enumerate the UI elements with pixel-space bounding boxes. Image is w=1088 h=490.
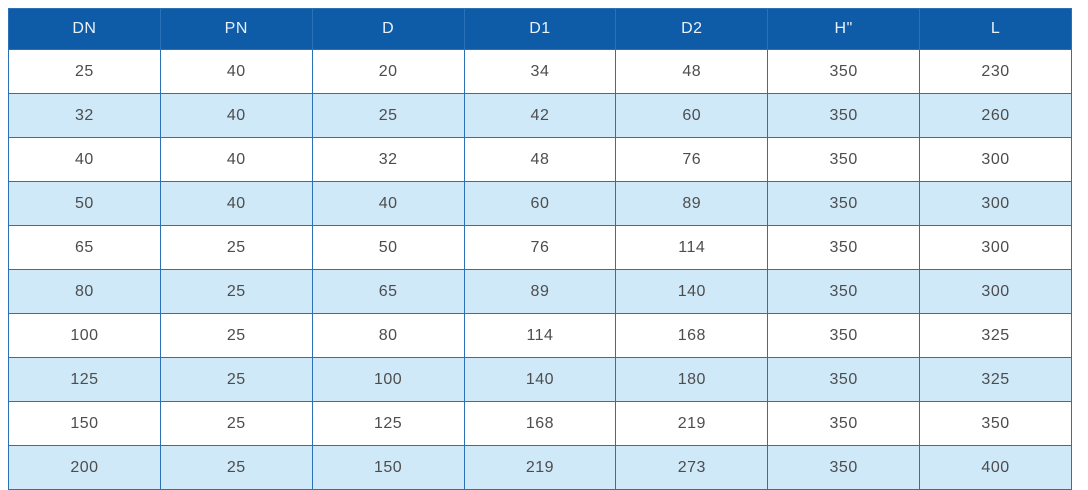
table-cell: 34 bbox=[463, 49, 617, 94]
table-cell: 300 bbox=[919, 269, 1072, 314]
table-cell: 25 bbox=[159, 269, 313, 314]
table-cell: 40 bbox=[8, 137, 161, 182]
table-cell: 60 bbox=[463, 181, 617, 226]
header-cell: D2 bbox=[615, 8, 769, 50]
table-cell: 65 bbox=[8, 225, 161, 270]
table-cell: 168 bbox=[615, 313, 769, 358]
table-cell: 48 bbox=[615, 49, 769, 94]
table-cell: 350 bbox=[767, 137, 921, 182]
table-cell: 114 bbox=[463, 313, 617, 358]
table-head: DN PN D D1 D2 H" L bbox=[8, 8, 1072, 50]
table-cell: 219 bbox=[463, 445, 617, 490]
table-cell: 350 bbox=[767, 401, 921, 446]
dimension-table: DN PN D D1 D2 H" L 25 40 20 34 48 350 230 32 40 25 42 60 3… bbox=[8, 8, 1072, 490]
table-cell: 60 bbox=[615, 93, 769, 138]
table-cell: 50 bbox=[8, 181, 161, 226]
table-cell: 350 bbox=[919, 401, 1072, 446]
table-cell: 32 bbox=[8, 93, 161, 138]
header-cell: D1 bbox=[463, 8, 617, 50]
table-cell: 25 bbox=[159, 445, 313, 490]
table-cell: 350 bbox=[767, 225, 921, 270]
header-cell: H" bbox=[767, 8, 921, 50]
table-cell: 140 bbox=[463, 357, 617, 402]
table-cell: 89 bbox=[615, 181, 769, 226]
table-cell: 50 bbox=[311, 225, 465, 270]
table-cell: 350 bbox=[767, 181, 921, 226]
table-cell: 40 bbox=[159, 93, 313, 138]
table-cell: 300 bbox=[919, 225, 1072, 270]
table-cell: 48 bbox=[463, 137, 617, 182]
header-cell: L bbox=[919, 8, 1072, 50]
table-cell: 80 bbox=[311, 313, 465, 358]
table-cell: 25 bbox=[311, 93, 465, 138]
table-cell: 100 bbox=[8, 313, 161, 358]
table-row: 80 25 65 89 140 350 300 bbox=[8, 269, 1072, 314]
table-row: 32 40 25 42 60 350 260 bbox=[8, 93, 1072, 138]
table-cell: 260 bbox=[919, 93, 1072, 138]
table-cell: 325 bbox=[919, 313, 1072, 358]
table-cell: 350 bbox=[767, 269, 921, 314]
table-cell: 300 bbox=[919, 137, 1072, 182]
table-cell: 140 bbox=[615, 269, 769, 314]
table-cell: 150 bbox=[311, 445, 465, 490]
table-cell: 25 bbox=[159, 313, 313, 358]
table-body: 25 40 20 34 48 350 230 32 40 25 42 60 350 260 40 40 32 48… bbox=[8, 49, 1072, 490]
table-cell: 40 bbox=[159, 137, 313, 182]
table-cell: 80 bbox=[8, 269, 161, 314]
table-cell: 125 bbox=[311, 401, 465, 446]
header-row: DN PN D D1 D2 H" L bbox=[8, 8, 1072, 50]
table-cell: 230 bbox=[919, 49, 1072, 94]
table-cell: 300 bbox=[919, 181, 1072, 226]
table-cell: 32 bbox=[311, 137, 465, 182]
table-cell: 40 bbox=[311, 181, 465, 226]
table-cell: 40 bbox=[159, 181, 313, 226]
table-cell: 150 bbox=[8, 401, 161, 446]
header-cell: DN bbox=[8, 8, 161, 50]
page: DN PN D D1 D2 H" L 25 40 20 34 48 350 230 32 40 25 42 60 3… bbox=[8, 8, 1072, 490]
table-row: 50 40 40 60 89 350 300 bbox=[8, 181, 1072, 226]
header-cell: D bbox=[311, 8, 465, 50]
table-cell: 350 bbox=[767, 313, 921, 358]
table-cell: 76 bbox=[615, 137, 769, 182]
table-cell: 180 bbox=[615, 357, 769, 402]
table-cell: 325 bbox=[919, 357, 1072, 402]
table-cell: 42 bbox=[463, 93, 617, 138]
table-cell: 25 bbox=[8, 49, 161, 94]
table-cell: 40 bbox=[159, 49, 313, 94]
table-row: 40 40 32 48 76 350 300 bbox=[8, 137, 1072, 182]
table-row: 150 25 125 168 219 350 350 bbox=[8, 401, 1072, 446]
table-cell: 273 bbox=[615, 445, 769, 490]
table-cell: 65 bbox=[311, 269, 465, 314]
table-cell: 125 bbox=[8, 357, 161, 402]
table-cell: 350 bbox=[767, 445, 921, 490]
table-cell: 219 bbox=[615, 401, 769, 446]
table-cell: 76 bbox=[463, 225, 617, 270]
table-cell: 168 bbox=[463, 401, 617, 446]
table-row: 125 25 100 140 180 350 325 bbox=[8, 357, 1072, 402]
table-cell: 25 bbox=[159, 401, 313, 446]
table-cell: 350 bbox=[767, 357, 921, 402]
table-cell: 350 bbox=[767, 49, 921, 94]
table-row: 100 25 80 114 168 350 325 bbox=[8, 313, 1072, 358]
table-cell: 100 bbox=[311, 357, 465, 402]
table-cell: 25 bbox=[159, 225, 313, 270]
table-cell: 200 bbox=[8, 445, 161, 490]
table-row: 65 25 50 76 114 350 300 bbox=[8, 225, 1072, 270]
table-cell: 20 bbox=[311, 49, 465, 94]
table-cell: 400 bbox=[919, 445, 1072, 490]
header-cell: PN bbox=[159, 8, 313, 50]
table-row: 25 40 20 34 48 350 230 bbox=[8, 49, 1072, 94]
table-cell: 114 bbox=[615, 225, 769, 270]
table-cell: 25 bbox=[159, 357, 313, 402]
table-cell: 89 bbox=[463, 269, 617, 314]
table-row: 200 25 150 219 273 350 400 bbox=[8, 445, 1072, 490]
table-cell: 350 bbox=[767, 93, 921, 138]
